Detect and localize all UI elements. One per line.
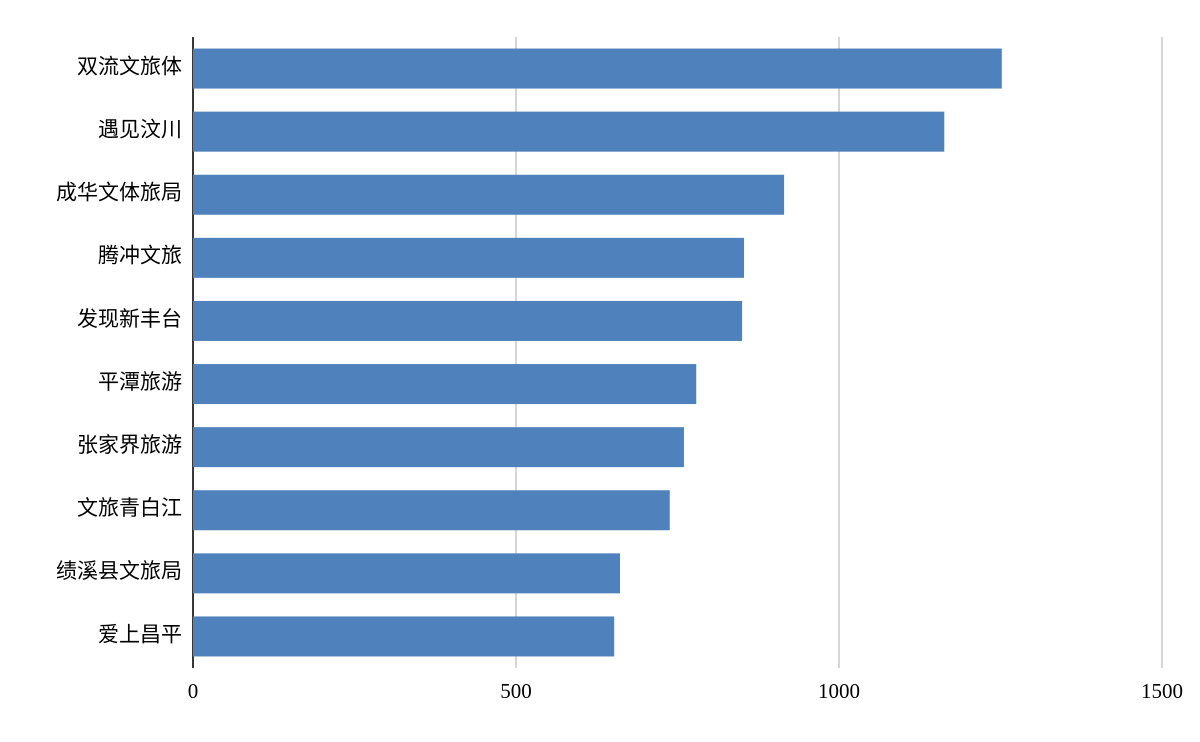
bar (193, 237, 745, 278)
bar (193, 300, 743, 341)
bar (193, 553, 621, 594)
y-tick-label: 张家界旅游 (77, 433, 182, 457)
y-tick-label: 文旅青白江 (77, 496, 182, 520)
y-tick-label: 腾冲文旅 (98, 244, 182, 268)
x-tick-label: 0 (188, 679, 199, 703)
y-tick-label: 遇见汶川 (98, 117, 182, 141)
bar (193, 427, 684, 468)
bar (193, 111, 945, 152)
y-tick-label: 爱上昌平 (98, 622, 182, 646)
x-tick-label: 1500 (1141, 679, 1183, 703)
x-tick-label: 1000 (818, 679, 860, 703)
y-tick-label: 平潭旅游 (98, 370, 182, 394)
bar (193, 364, 697, 405)
bar (193, 616, 615, 657)
y-tick-label: 发现新丰台 (77, 307, 182, 331)
y-tick-label: 绩溪县文旅局 (56, 559, 182, 583)
bar (193, 174, 785, 215)
bar (193, 48, 1002, 89)
x-tick-label: 500 (500, 679, 532, 703)
y-tick-label: 双流文旅体 (77, 54, 182, 78)
bar (193, 490, 670, 531)
y-tick-label: 成华文体旅局 (56, 181, 182, 205)
